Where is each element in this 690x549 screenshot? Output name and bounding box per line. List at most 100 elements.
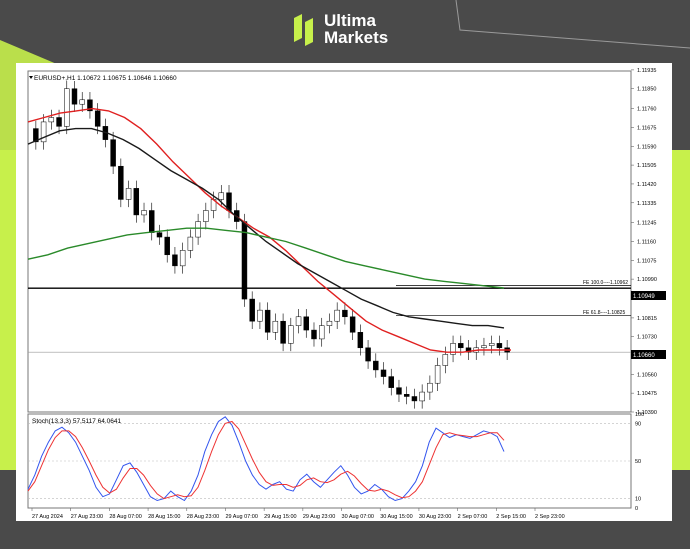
candle-body [380,369,387,377]
candle-body [110,139,116,167]
price-y-tick-label: 1.10815 [637,316,657,322]
candle-body [450,343,456,355]
candle-body [264,309,271,333]
candle-body [71,88,78,105]
candle-body [427,382,433,393]
stoch-y-tick-label: 10 [635,497,641,503]
brand-name-line1: Ultima [324,11,376,30]
chart-canvas[interactable]: 1.11935 1.11850 1.11760 1.11675 1.11590 1.115… [16,63,672,521]
chart-title: EURUSD+,H1 1.10672 1.10675 1.10646 1.106… [34,75,177,82]
x-tick-label: 29 Aug 15:00 [264,514,296,520]
candle-body [249,298,255,322]
candle-body [481,345,487,349]
time-x-axis: 27 Aug 2024 27 Aug 23:00 28 Aug 07:00 28 Au… [31,508,565,520]
candle-body [280,320,286,344]
candle-body [349,316,356,333]
candle-body [326,320,333,326]
stoch-y-tick-label: 0 [635,506,638,512]
candle-body [496,343,503,349]
candle-body [357,332,364,349]
candle-body [419,391,425,402]
candle-body [164,236,170,256]
current-price-label: 1.10660 [633,353,655,359]
price-y-tick-label: 1.11590 [637,144,656,150]
x-tick-label: 30 Aug 15:00 [380,514,412,520]
candle-body [318,325,325,340]
hline-price-box [631,291,666,300]
price-y-tick-label: 1.11850 [637,87,656,93]
candle-body [303,316,309,331]
candle-body [40,121,47,143]
current-price-box [631,350,666,359]
price-y-tick-label: 1.10730 [637,335,657,341]
candle-body [133,188,140,216]
candle-body [203,210,209,222]
stoch-line-main [27,416,505,502]
ma-line-3 [27,227,505,289]
brand-logo: Ultima Markets [292,12,388,46]
price-y-tick-label: 1.10390 [637,410,657,416]
candle-body [403,394,410,397]
stochastic-lines [27,416,505,502]
horizontal-lines: FE 100.0----1.10962 FE 61.8----1.10825 [28,280,631,353]
candle-body [64,88,70,127]
hline-price-label: 1.10949 [633,294,655,300]
price-y-tick-label: 1.11505 [637,163,656,169]
price-plot-frame [27,70,632,413]
price-y-tick-label: 1.11245 [637,221,656,227]
price-y-tick-label: 1.10475 [637,391,657,397]
stoch-y-tick-label: 90 [635,421,641,427]
candle-body [125,188,132,200]
x-tick-label: 2 Sep 15:00 [496,514,526,520]
candle-body [33,128,39,143]
brand-mark-icon [294,14,313,46]
ma-line-1 [27,107,511,353]
candle-body [334,309,340,322]
price-y-tick-label: 1.11675 [637,125,656,131]
candle-body [218,192,225,200]
x-tick-label: 29 Aug 07:00 [225,514,257,520]
candle-body [342,309,348,318]
fib-extension-label: FE 100.0----1.10962 [583,280,628,286]
price-y-tick-label: 1.11420 [637,182,656,188]
price-y-tick-label: 1.10990 [637,277,657,283]
x-tick-label: 29 Aug 23:00 [303,514,335,520]
candle-body [172,254,178,267]
stoch-y-tick-label: 100 [635,412,644,418]
candle-body [187,236,194,251]
chart-panel: 1.11935 1.11850 1.11760 1.11675 1.11590 1.115… [16,63,672,521]
candles-group [33,80,510,409]
candle-body [396,387,402,395]
stoch-title: Stoch(13,3,3) 57.5117 64.0641 [32,418,122,425]
candle-body [442,354,449,366]
candle-body [48,117,55,123]
price-y-tick-label: 1.11935 [637,68,656,74]
price-y-tick-label: 1.10560 [637,372,657,378]
candle-body [79,99,85,105]
moving-averages [27,107,511,353]
x-tick-label: 30 Aug 07:00 [342,514,374,520]
candle-body [141,210,147,216]
candle-body [56,117,62,127]
candle-body [288,325,294,344]
x-tick-label: 27 Aug 2024 [32,514,63,520]
fib-extension-label: FE 61.8----1.10825 [583,310,625,316]
candle-body [272,320,279,333]
candle-body [411,396,418,402]
candle-body [94,110,101,127]
x-tick-label: 2 Sep 07:00 [458,514,488,520]
candle-body [257,309,263,322]
candle-body [156,232,163,238]
x-tick-label: 28 Aug 15:00 [148,514,180,520]
candle-body [87,99,93,112]
x-tick-label: 27 Aug 23:00 [71,514,103,520]
candle-body [488,343,495,346]
candle-body [118,165,124,200]
candle-body [373,360,379,371]
x-tick-label: 2 Sep 23:00 [535,514,565,520]
candle-body [434,365,441,384]
candle-body [311,329,317,340]
candle-body [149,210,155,233]
chart-title-dropdown-icon[interactable] [29,76,33,79]
stoch-line-signal [27,420,505,500]
